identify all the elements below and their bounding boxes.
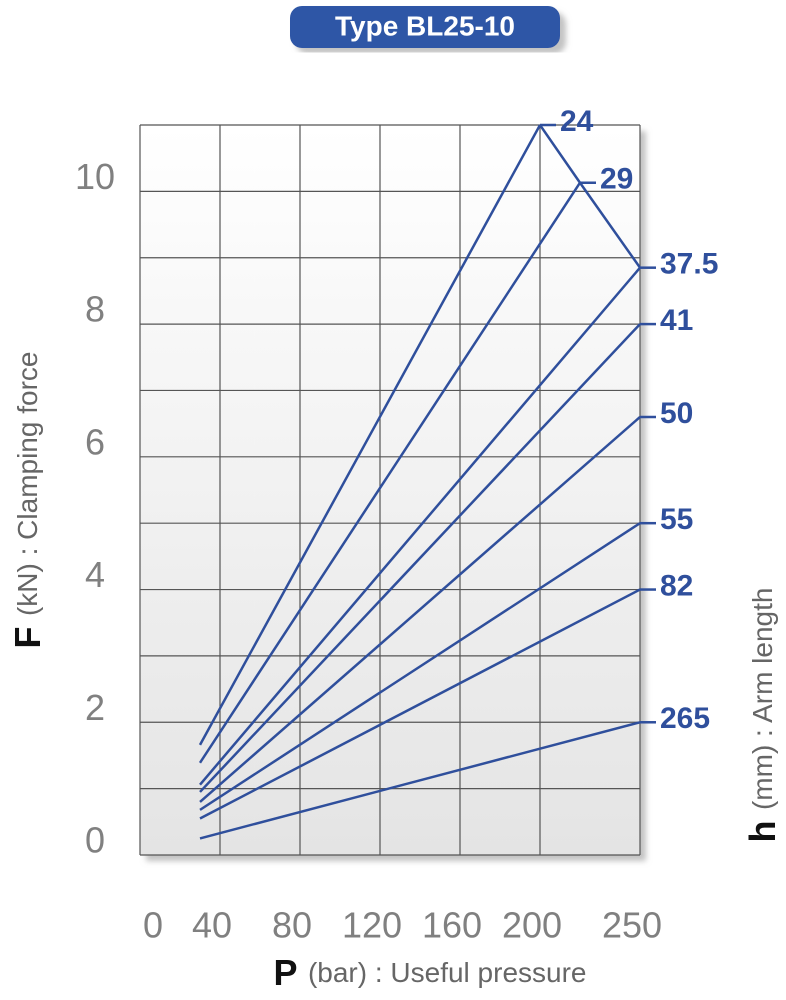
series-line — [198, 124, 542, 746]
y-tick-label: 4 — [85, 554, 105, 595]
x-tick-label: 40 — [192, 905, 232, 946]
series-line — [199, 721, 641, 840]
legend-label: 82 — [660, 569, 693, 602]
x-tick-label: 200 — [502, 905, 562, 946]
x-axis-symbol: P — [273, 952, 297, 993]
x-tick-label: 0 — [143, 905, 163, 946]
legend-label: 55 — [660, 503, 693, 536]
x-axis-text: (bar) : Useful pressure — [308, 957, 587, 988]
legend-label: 29 — [600, 163, 633, 196]
x-tick-label: 160 — [422, 905, 482, 946]
series-line — [199, 588, 641, 820]
legend-title: h (mm) : Arm length — [742, 588, 783, 843]
series-line — [199, 323, 641, 793]
series-line — [198, 182, 582, 764]
y-tick-label: 8 — [85, 289, 105, 330]
y-axis-label: F (kN) : Clamping force — [7, 352, 48, 649]
x-tick-label: 250 — [602, 905, 662, 946]
y-tick-label: 6 — [85, 421, 105, 462]
y-tick-label: 10 — [75, 156, 115, 197]
legend-label: 37.5 — [660, 248, 718, 281]
series-line — [199, 266, 641, 786]
envelope-line — [538, 124, 642, 269]
y-axis-text: (kN) : Clamping force — [12, 352, 43, 617]
legend-text: (mm) : Arm length — [747, 588, 778, 810]
legend-label: 265 — [660, 702, 710, 735]
y-tick-label: 2 — [85, 687, 105, 728]
title-pill — [290, 6, 560, 48]
x-tick-label: 120 — [342, 905, 402, 946]
x-axis-label: P (bar) : Useful pressure — [273, 952, 586, 993]
y-axis-symbol: F — [7, 626, 48, 648]
y-tick-label: 0 — [85, 820, 105, 861]
x-tick-label: 80 — [272, 905, 312, 946]
series-line — [199, 522, 641, 811]
plot-area — [140, 125, 640, 855]
legend-label: 50 — [660, 397, 693, 430]
series-line — [199, 416, 641, 803]
legend-label: 24 — [560, 105, 594, 138]
legend-label: 41 — [660, 304, 693, 337]
chart-title: Type BL25-10 — [335, 10, 515, 41]
legend-symbol: h — [742, 820, 783, 842]
